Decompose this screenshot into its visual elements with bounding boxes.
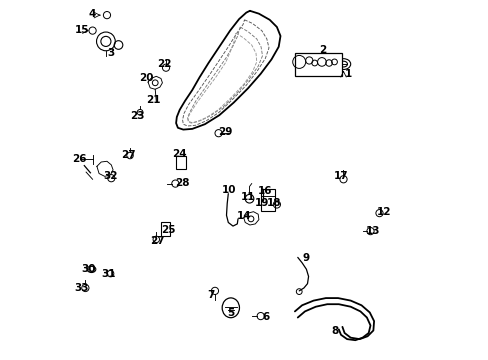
Text: 21: 21 (146, 95, 161, 105)
Text: 5: 5 (227, 308, 234, 318)
Text: 29: 29 (218, 127, 232, 138)
Text: 8: 8 (331, 326, 338, 336)
Bar (260, 189, 275, 211)
Text: 31: 31 (101, 269, 116, 279)
Text: 9: 9 (302, 253, 309, 264)
Bar (161, 222, 170, 236)
Text: 16: 16 (257, 186, 271, 196)
Text: 15: 15 (75, 24, 90, 35)
Text: 32: 32 (103, 171, 118, 181)
Text: 18: 18 (266, 198, 281, 208)
Text: 3: 3 (107, 48, 114, 58)
Text: 25: 25 (161, 225, 175, 235)
Text: 24: 24 (171, 149, 186, 159)
Text: 20: 20 (139, 73, 154, 84)
Text: 2: 2 (318, 45, 325, 55)
Text: 28: 28 (175, 178, 189, 188)
Text: 30: 30 (81, 264, 96, 274)
Bar (176, 156, 186, 169)
Text: 10: 10 (222, 185, 236, 195)
Text: 19: 19 (254, 198, 268, 208)
Text: 6: 6 (262, 312, 269, 322)
Bar (294, 53, 341, 76)
Text: 17: 17 (333, 171, 347, 181)
Text: 4: 4 (89, 9, 96, 19)
Text: 11: 11 (241, 192, 255, 202)
Text: 13: 13 (365, 226, 379, 236)
Text: 1: 1 (344, 69, 351, 79)
Text: 7: 7 (207, 290, 215, 300)
Text: 26: 26 (72, 154, 86, 164)
Text: 12: 12 (376, 207, 390, 217)
Text: 23: 23 (130, 111, 144, 121)
Text: 33: 33 (74, 283, 89, 293)
Text: 14: 14 (237, 211, 251, 221)
Text: 22: 22 (157, 59, 171, 69)
Text: 27: 27 (150, 236, 164, 246)
Text: 27: 27 (121, 150, 136, 160)
